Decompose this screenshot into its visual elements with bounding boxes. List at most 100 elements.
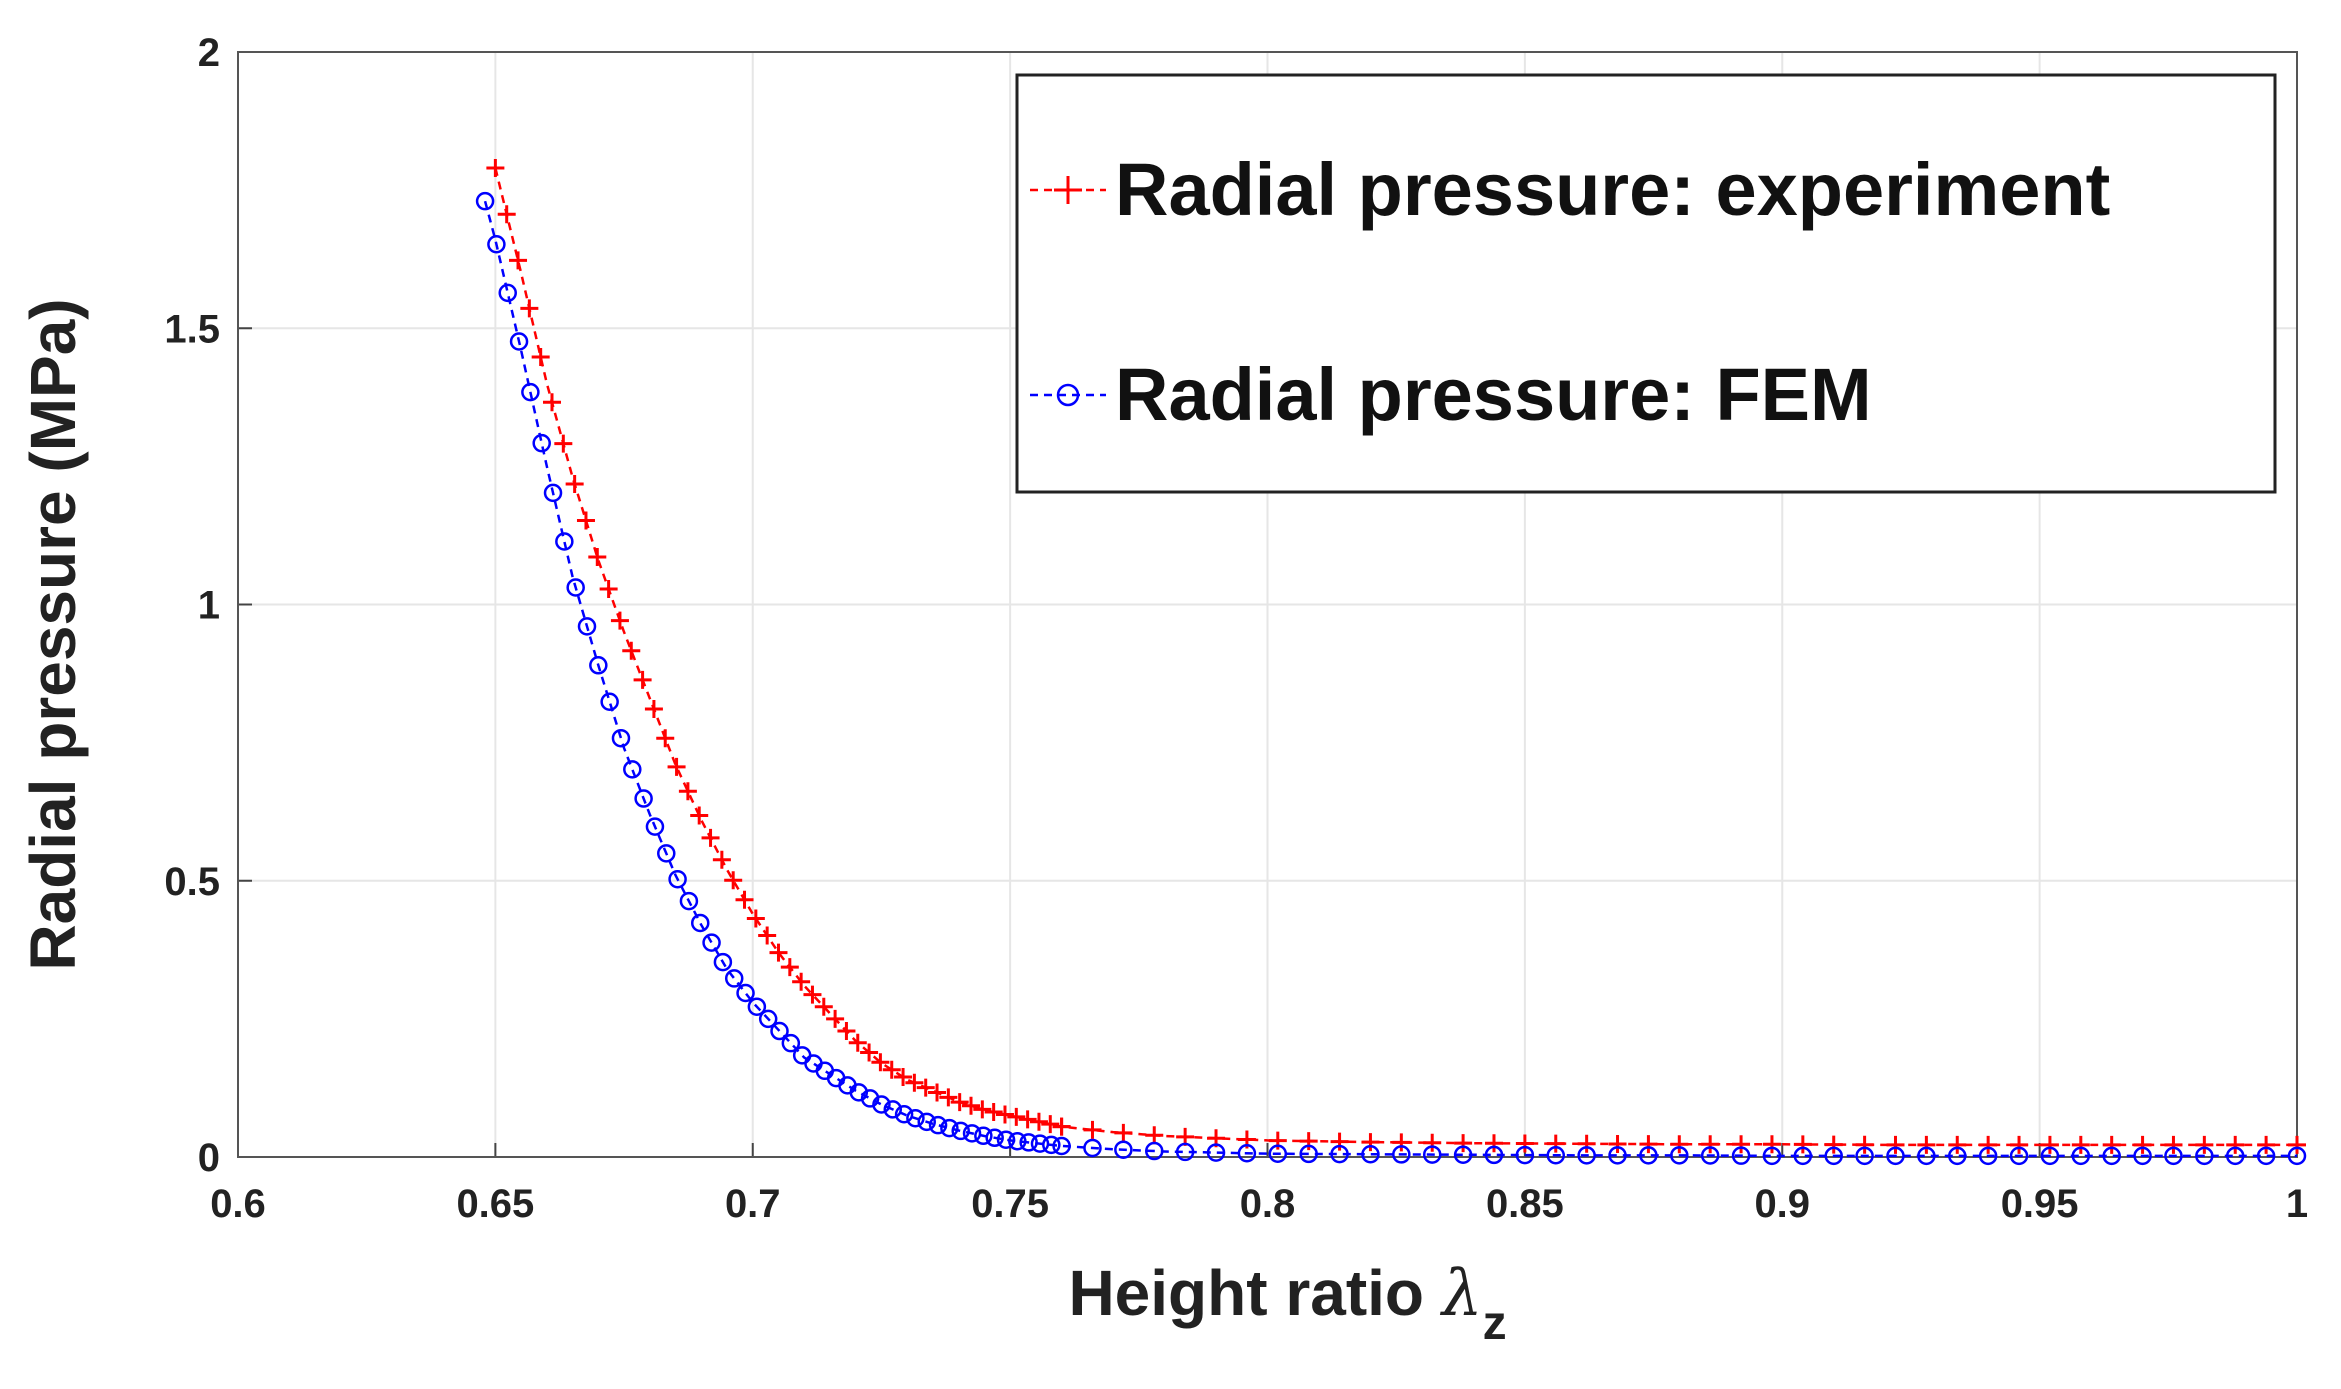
data-point [2071,1135,2090,1154]
tick-labels: 0.6 0.65 0.7 0.75 0.8 0.85 0.9 0.95 1 0 0.5 1 1.5 2 [164,31,2308,1226]
data-point [973,1100,992,1119]
data-point [542,393,561,412]
data-point [1018,1110,1037,1129]
data-point [2226,1135,2245,1154]
data-point [2010,1135,2029,1154]
data-point [497,205,516,224]
series-experiment [486,159,2306,1154]
data-point [1855,1146,1874,1166]
data-point [498,283,517,303]
data-point [1330,1132,1349,1151]
data-point [1577,1134,1596,1153]
legend: Radial pressure: experiment Radial pressu… [1015,73,2277,494]
data-point [1608,1146,1627,1165]
data-point [1206,1143,1226,1162]
data-point [1268,1144,1288,1163]
data-point [577,617,597,636]
data-point [531,347,550,366]
data-point [1083,1138,1102,1158]
data-point [656,729,675,748]
data-point [1948,1135,1967,1154]
data-point [1793,1146,1813,1166]
data-point [1978,1146,1998,1166]
data-point [928,1083,947,1102]
data-point [1732,1135,1751,1154]
data-point [882,1060,901,1079]
data-point [1701,1135,1720,1154]
data-point [848,1033,867,1052]
data-point [758,926,777,945]
data-point [1392,1133,1411,1152]
data-point [803,985,822,1004]
data-point [2257,1135,2276,1154]
data-point [566,578,585,597]
data-point [984,1103,1003,1122]
data-point [724,871,743,890]
legend-label: Radial pressure: experiment [1115,148,2110,231]
data-point [644,700,663,719]
data-point [905,1073,924,1092]
data-point [1948,1146,1967,1166]
data-point [995,1105,1014,1124]
data-point [713,952,733,972]
data-point [974,1126,993,1146]
data-point [780,958,799,977]
data-point [2009,1146,2029,1166]
data-point [702,933,721,952]
data-point [736,983,755,1003]
data-point [1608,1134,1627,1153]
data-point [520,299,539,318]
data-point [554,434,573,453]
data-point [611,728,631,748]
data-point [1917,1135,1936,1154]
data-point [1670,1135,1689,1154]
data-point [1515,1134,1534,1153]
x-tick-label: 0.85 [1486,1182,1564,1226]
data-point [690,806,709,825]
data-point [1299,1144,1318,1164]
data-point [1114,1123,1133,1142]
data-point [2133,1135,2152,1154]
x-axis-label: Height ratio λz [1068,1257,1506,1350]
legend-item-experiment: Radial pressure: experiment [1030,148,2110,231]
data-point [622,641,641,660]
data-point [2225,1146,2245,1166]
data-point [951,1121,970,1141]
data-point [758,1009,778,1029]
x-tick-label: 0.9 [1754,1182,1810,1226]
data-point [1700,1146,1720,1165]
plot-area-frame [237,51,2298,1158]
y-tick-label: 1 [198,584,220,628]
data-point [837,1022,856,1041]
data-point [1639,1135,1658,1154]
data-point [701,828,720,847]
data-point [1824,1135,1843,1154]
data-point [769,943,788,962]
data-point [657,844,676,863]
data-point [906,1108,925,1128]
data-point [1052,1136,1071,1156]
data-point [1361,1133,1380,1152]
data-point [1886,1135,1905,1154]
data-point [860,1043,879,1062]
data-point [634,789,653,808]
data-point [962,1124,982,1143]
data-point [872,1095,891,1114]
data-point [2071,1146,2091,1166]
data-point [1731,1146,1751,1165]
data-point [871,1053,890,1072]
data-point [1330,1144,1349,1164]
data-point [1855,1135,1874,1154]
data-point [883,1100,903,1119]
data-point [939,1088,958,1107]
data-point [623,760,642,779]
y-tick-label: 0 [198,1136,220,1180]
data-point [1979,1135,1998,1154]
data-point [1670,1146,1689,1165]
data-point [588,547,607,566]
data-point [645,817,665,836]
data-point [1639,1146,1658,1165]
data-point [826,1009,845,1028]
data-point [1762,1146,1782,1166]
data-point [1019,1133,1038,1152]
